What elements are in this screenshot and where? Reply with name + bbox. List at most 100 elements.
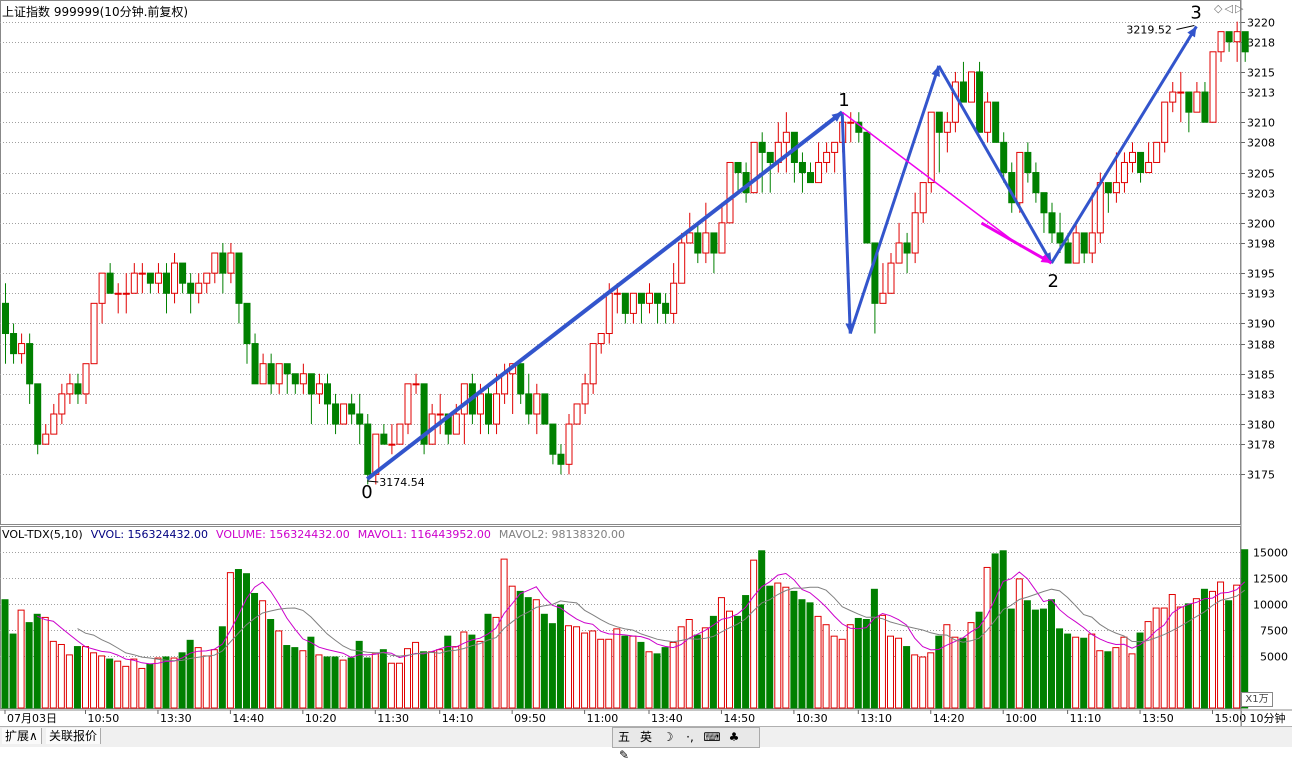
- candle-body: [356, 413, 364, 425]
- candle-body: [82, 363, 90, 395]
- candle-body: [1000, 141, 1008, 174]
- tab-expand[interactable]: 扩展∧: [2, 728, 42, 744]
- volume-bar: [1080, 637, 1088, 709]
- price-tick-label: 3218: [1247, 37, 1275, 50]
- candle-body: [66, 383, 74, 395]
- volume-bar: [991, 553, 999, 709]
- price-tick-label: 3185: [1247, 369, 1275, 382]
- volume-bar: [621, 635, 629, 709]
- candle-body: [525, 393, 533, 415]
- left-arrow-icon[interactable]: ◁: [1224, 2, 1235, 15]
- candle-body: [90, 302, 98, 365]
- candle-body: [396, 423, 404, 445]
- candle-body: [903, 242, 911, 254]
- volume-bar: [243, 573, 250, 709]
- volume-bar: [669, 641, 677, 709]
- volume-bar: [822, 624, 830, 709]
- candle-body: [283, 363, 291, 375]
- wave-magenta-arrow: [980, 221, 1053, 265]
- candle-body: [460, 383, 468, 415]
- candle-body: [332, 403, 340, 425]
- candle-body: [605, 292, 613, 335]
- skin-icon[interactable]: ♣: [728, 730, 740, 744]
- mavol1-value: MAVOL1: 116443952.00: [357, 528, 491, 541]
- volume-bar: [146, 663, 154, 709]
- period-selector[interactable]: 10分钟: [1241, 711, 1292, 726]
- price-panel-frame: [0, 0, 1241, 525]
- mavol-line-mavol1: [37, 571, 1246, 665]
- price-tick-label: 3188: [1247, 339, 1275, 352]
- keyboard-icon[interactable]: ⌨: [703, 730, 721, 744]
- volume-bar: [420, 651, 428, 709]
- volume-bar: [299, 650, 307, 709]
- candle-body: [267, 363, 275, 385]
- candle-body: [130, 272, 138, 294]
- volume-bar: [967, 622, 975, 709]
- candle-body: [670, 282, 678, 314]
- moon-icon[interactable]: ☽: [662, 730, 674, 744]
- volume-bar: [323, 656, 331, 709]
- candle-body: [549, 423, 557, 455]
- candle-body: [275, 363, 283, 385]
- volume-bar: [1048, 599, 1055, 709]
- candle-body: [114, 292, 122, 295]
- kline-chart[interactable]: 3175 3178 3180 3183 3185 3188 3190 3193 3195 3198…: [0, 0, 1292, 726]
- candle-body: [992, 101, 1000, 143]
- volume-bar: [613, 628, 621, 709]
- ime-wubi-icon[interactable]: 五: [617, 730, 630, 744]
- low-price-annotation: 3174.54: [379, 476, 425, 489]
- vvol-value: VVOL: 156324432.00: [90, 528, 209, 541]
- volume-bar: [685, 619, 693, 709]
- candle-body: [887, 262, 895, 294]
- candle-body: [324, 383, 331, 405]
- volume-tick-label: 10000: [1253, 599, 1288, 612]
- candle-body: [1024, 151, 1032, 174]
- volume-bar: [291, 647, 299, 709]
- volume-bar: [758, 550, 766, 709]
- volume-legend: VOL-TDX(5,10) VVOL: 156324432.00 VOLUME: 1…: [2, 528, 633, 541]
- volume-bar: [701, 627, 709, 709]
- candle-body: [621, 292, 629, 314]
- volume-bar: [854, 617, 862, 709]
- candle-body: [243, 302, 251, 345]
- volume-bar: [436, 649, 444, 709]
- punctuation-icon[interactable]: ·,: [686, 730, 694, 744]
- volume-bar: [1096, 650, 1104, 709]
- candle-body: [1177, 91, 1185, 94]
- volume-bar: [1200, 588, 1208, 709]
- mavol-line-mavol2: [77, 586, 1245, 662]
- wrench-icon[interactable]: ✎: [618, 748, 630, 762]
- candle-body: [573, 403, 581, 425]
- volume-bar: [653, 653, 661, 709]
- candle-body: [1241, 31, 1249, 53]
- volume-bar: [1152, 607, 1160, 709]
- right-arrow-icon[interactable]: ▷: [1234, 2, 1246, 15]
- bottom-toolbar: 扩展∧ 关联报价 五英 ☽ ·, ⌨ ♣ ✎: [0, 726, 1292, 762]
- volume-bar: [1168, 594, 1176, 709]
- candle-body: [1193, 91, 1201, 113]
- volume-bar: [90, 652, 98, 709]
- volume-bar: [1064, 633, 1072, 709]
- time-tick-label: 13:30: [160, 712, 192, 725]
- time-tick-label: 07月03日: [7, 712, 57, 725]
- price-tick-label: 3220: [1247, 17, 1275, 30]
- candle-body: [195, 282, 203, 294]
- ime-toolbar[interactable]: 五英 ☽ ·, ⌨ ♣ ✎: [612, 727, 760, 762]
- candle-body: [1161, 101, 1169, 143]
- tab-related-quotes[interactable]: 关联报价: [46, 728, 102, 744]
- volume-bar: [798, 599, 806, 709]
- chart-nav-icons[interactable]: ◇◁▷: [1214, 2, 1245, 15]
- time-tick-label: 13:50: [1142, 712, 1174, 725]
- diamond-icon[interactable]: ◇: [1214, 2, 1225, 15]
- volume-bar: [130, 658, 138, 709]
- volume-bar: [371, 653, 379, 709]
- candle-body: [251, 343, 259, 385]
- wave-line-1-a: [840, 112, 852, 334]
- candle-body: [758, 141, 766, 153]
- candle-body: [750, 141, 758, 194]
- mavol2-value: MAVOL2: 98138320.00: [498, 528, 626, 541]
- candle-body: [122, 292, 130, 295]
- candle-body: [380, 433, 388, 445]
- candle-body: [1169, 91, 1177, 103]
- ime-english-icon[interactable]: 英: [639, 730, 652, 744]
